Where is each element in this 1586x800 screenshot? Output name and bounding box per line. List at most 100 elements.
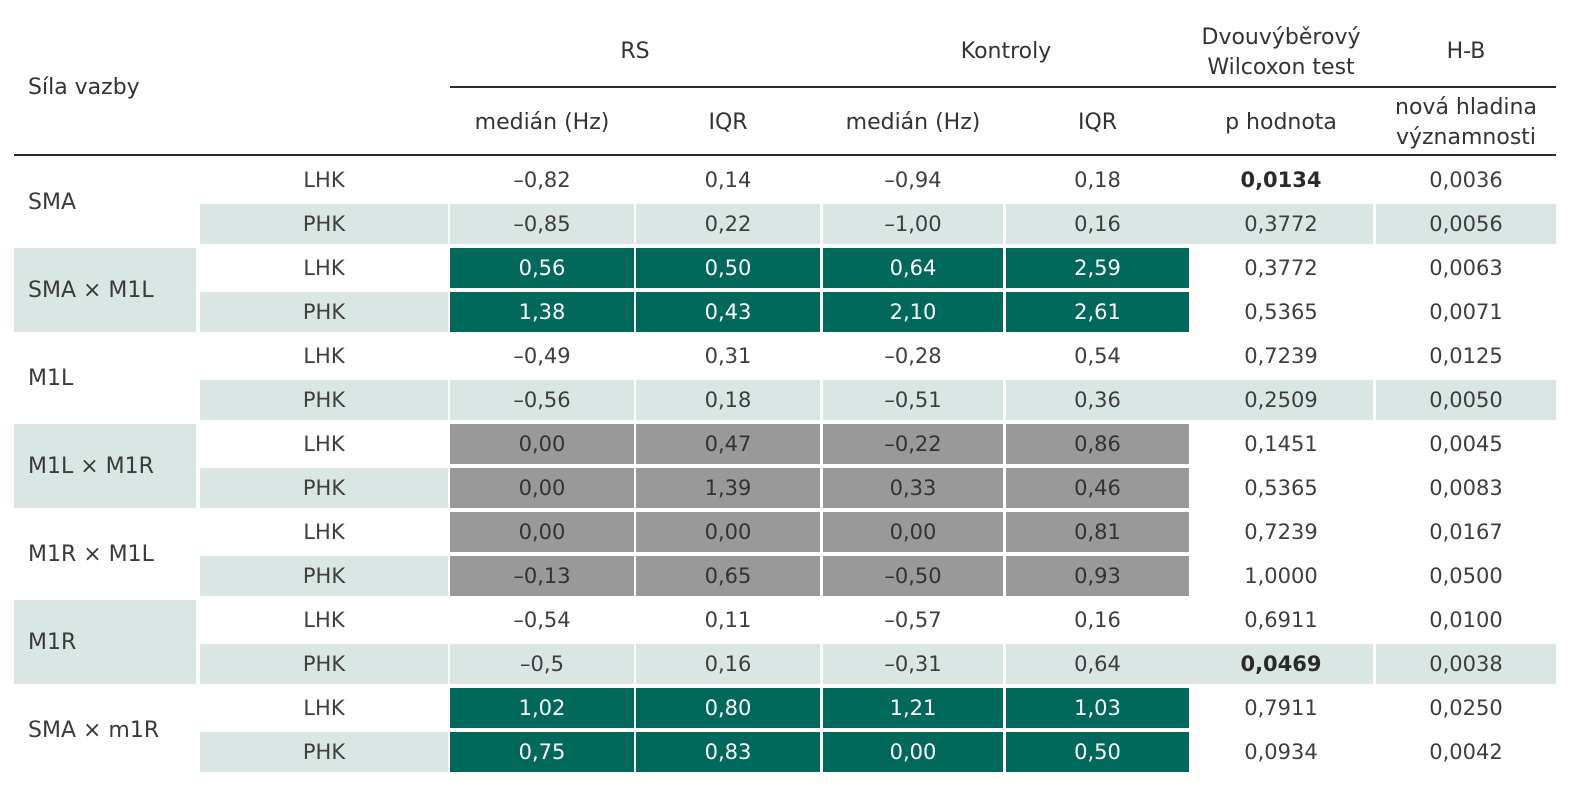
hb-cell: 0,0167 bbox=[1429, 520, 1503, 544]
rs-median-cell: 0,56 bbox=[450, 248, 634, 288]
header-new-level-line1: nová hladina bbox=[1395, 95, 1537, 120]
rs-iqr-cell: 0,16 bbox=[636, 644, 820, 684]
hb-cell: 0,0056 bbox=[1376, 204, 1556, 244]
k-iqr-cell: 1,03 bbox=[1006, 688, 1189, 728]
p-value-cell: 0,2509 bbox=[1189, 380, 1373, 420]
hb-cell: 0,0100 bbox=[1429, 608, 1503, 632]
header-group-kontroly: Kontroly bbox=[960, 39, 1052, 64]
rs-iqr-cell: 0,18 bbox=[636, 380, 820, 420]
header-bottom-rule bbox=[14, 154, 1556, 156]
hand-cell: PHK bbox=[200, 644, 448, 684]
rs-median-cell: –0,5 bbox=[450, 644, 634, 684]
k-iqr-cell: 0,64 bbox=[1006, 644, 1189, 684]
p-value-cell: 0,0934 bbox=[1244, 740, 1318, 764]
p-value-cell: 0,5365 bbox=[1244, 300, 1318, 324]
k-median-cell: 1,21 bbox=[823, 688, 1003, 728]
k-iqr-cell: 0,16 bbox=[1006, 204, 1189, 244]
group-label: SMA × M1L bbox=[14, 248, 196, 332]
rs-median-cell: –0,56 bbox=[450, 380, 634, 420]
rs-iqr-cell: 0,22 bbox=[636, 204, 820, 244]
hb-cell: 0,0063 bbox=[1429, 256, 1503, 280]
hb-cell: 0,0036 bbox=[1429, 168, 1503, 192]
header-row-label: Síla vazby bbox=[28, 75, 140, 100]
p-value-cell: 0,0134 bbox=[1240, 168, 1322, 192]
hand-cell: LHK bbox=[303, 696, 345, 720]
hb-cell: 0,0083 bbox=[1429, 476, 1503, 500]
k-median-cell: 2,10 bbox=[823, 292, 1003, 332]
rs-median-cell: 0,00 bbox=[450, 468, 634, 508]
k-iqr-cell: 0,16 bbox=[1074, 608, 1121, 632]
hand-cell: PHK bbox=[200, 556, 448, 596]
k-median-cell: 0,64 bbox=[823, 248, 1003, 288]
k-iqr-cell: 0,18 bbox=[1074, 168, 1121, 192]
hand-cell: PHK bbox=[200, 204, 448, 244]
rs-median-cell: 0,00 bbox=[450, 512, 634, 552]
header-new-level-line2: významnosti bbox=[1395, 125, 1537, 150]
p-value-cell: 0,6911 bbox=[1244, 608, 1318, 632]
rs-median-cell: –0,54 bbox=[513, 608, 571, 632]
k-median-cell: –0,50 bbox=[823, 556, 1003, 596]
k-median-cell: –0,22 bbox=[823, 424, 1003, 464]
header-hb: H-B bbox=[1446, 39, 1486, 64]
p-value-cell: 0,3772 bbox=[1189, 204, 1373, 244]
k-median-cell: –1,00 bbox=[823, 204, 1003, 244]
k-median-cell: 0,00 bbox=[823, 732, 1003, 772]
header-subrule bbox=[450, 86, 1556, 88]
p-value-cell: 0,5365 bbox=[1244, 476, 1318, 500]
rs-median-cell: –0,82 bbox=[513, 168, 571, 192]
hand-cell: PHK bbox=[200, 468, 448, 508]
group-label: M1R × M1L bbox=[28, 541, 154, 567]
hb-cell: 0,0250 bbox=[1429, 696, 1503, 720]
hand-cell: LHK bbox=[303, 432, 345, 456]
rs-iqr-cell: 0,31 bbox=[704, 344, 752, 368]
k-iqr-cell: 0,81 bbox=[1006, 512, 1189, 552]
group-label: M1R bbox=[14, 600, 196, 684]
rs-iqr-cell: 0,80 bbox=[636, 688, 820, 728]
rs-iqr-cell: 0,00 bbox=[636, 512, 820, 552]
group-label: SMA × m1R bbox=[28, 717, 160, 743]
hand-cell: LHK bbox=[303, 344, 345, 368]
header-test-line1: Dvouvýběrový bbox=[1201, 25, 1361, 50]
p-value-cell: 0,7239 bbox=[1244, 344, 1318, 368]
k-iqr-cell: 0,36 bbox=[1006, 380, 1189, 420]
rs-iqr-cell: 0,83 bbox=[636, 732, 820, 772]
k-median-cell: –0,51 bbox=[823, 380, 1003, 420]
rs-iqr-cell: 0,47 bbox=[636, 424, 820, 464]
rs-iqr-cell: 0,11 bbox=[704, 608, 752, 632]
k-iqr-cell: 0,46 bbox=[1006, 468, 1189, 508]
hand-cell: LHK bbox=[303, 608, 345, 632]
p-value-cell: 1,0000 bbox=[1244, 564, 1318, 588]
k-iqr-cell: 2,59 bbox=[1006, 248, 1189, 288]
hand-cell: LHK bbox=[303, 256, 345, 280]
hand-cell: PHK bbox=[200, 292, 448, 332]
k-iqr-cell: 0,86 bbox=[1006, 424, 1189, 464]
rs-median-cell: –0,13 bbox=[450, 556, 634, 596]
k-median-cell: 0,00 bbox=[823, 512, 1003, 552]
hb-cell: 0,0050 bbox=[1376, 380, 1556, 420]
p-value-cell: 0,3772 bbox=[1244, 256, 1318, 280]
rs-iqr-cell: 0,65 bbox=[636, 556, 820, 596]
group-label: M1L × M1R bbox=[14, 424, 196, 508]
header-group-rs: RS bbox=[620, 39, 650, 64]
group-label: SMA bbox=[28, 189, 76, 215]
header-k-iqr: IQR bbox=[1077, 110, 1118, 135]
rs-median-cell: 1,02 bbox=[450, 688, 634, 728]
p-value-cell: 0,7239 bbox=[1244, 520, 1318, 544]
hb-cell: 0,0045 bbox=[1429, 432, 1503, 456]
group-label: M1L bbox=[28, 365, 74, 391]
header-k-median: medián (Hz) bbox=[845, 110, 981, 135]
hand-cell: PHK bbox=[200, 732, 448, 772]
hb-cell: 0,0500 bbox=[1429, 564, 1503, 588]
header-rs-median: medián (Hz) bbox=[474, 110, 610, 135]
hand-cell: LHK bbox=[303, 520, 345, 544]
rs-median-cell: –0,49 bbox=[513, 344, 571, 368]
k-median-cell: –0,31 bbox=[823, 644, 1003, 684]
rs-median-cell: –0,85 bbox=[450, 204, 634, 244]
rs-median-cell: 1,38 bbox=[450, 292, 634, 332]
k-iqr-cell: 0,54 bbox=[1074, 344, 1121, 368]
p-value-cell: 0,0469 bbox=[1189, 644, 1373, 684]
rs-iqr-cell: 0,43 bbox=[636, 292, 820, 332]
k-median-cell: –0,28 bbox=[884, 344, 942, 368]
k-iqr-cell: 2,61 bbox=[1006, 292, 1189, 332]
hand-cell: PHK bbox=[200, 380, 448, 420]
